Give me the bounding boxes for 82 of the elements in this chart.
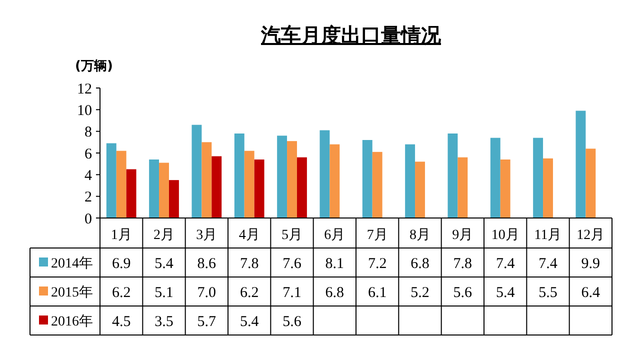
bar bbox=[296, 157, 307, 218]
x-tick-label: 2月 bbox=[154, 228, 174, 243]
x-tick-label: 6月 bbox=[324, 228, 346, 243]
bar bbox=[159, 162, 169, 218]
bar bbox=[254, 160, 264, 218]
x-tick-label: 3月 bbox=[196, 228, 218, 243]
bar bbox=[458, 157, 468, 218]
y-tick-label: 2 bbox=[84, 190, 92, 206]
legend-label: 2015年 bbox=[51, 284, 93, 300]
bar bbox=[202, 142, 212, 218]
bar bbox=[533, 138, 544, 218]
data-label: 5.6 bbox=[282, 314, 302, 330]
bar bbox=[586, 148, 596, 218]
data-label: 7.2 bbox=[368, 256, 387, 272]
bar bbox=[330, 144, 340, 218]
bar bbox=[415, 162, 425, 218]
bar bbox=[320, 130, 330, 218]
bar bbox=[212, 156, 222, 218]
chart-title: 汽车月度出口量情况 bbox=[260, 23, 442, 47]
data-label: 7.6 bbox=[282, 256, 302, 272]
x-tick-label: 10月 bbox=[491, 228, 520, 243]
data-label: 5.7 bbox=[197, 314, 217, 330]
data-label: 5.6 bbox=[453, 284, 473, 301]
data-label: 6.8 bbox=[325, 284, 344, 301]
x-tick-label: 1月 bbox=[110, 228, 132, 243]
bar bbox=[168, 180, 179, 218]
x-tick-label: 4月 bbox=[238, 228, 260, 243]
legend-label: 2016年 bbox=[51, 313, 93, 330]
data-label: 8.6 bbox=[197, 256, 217, 272]
bar bbox=[576, 110, 586, 218]
bar bbox=[149, 160, 160, 218]
y-tick-label: 6 bbox=[84, 146, 92, 162]
data-label: 9.9 bbox=[581, 256, 600, 272]
bar bbox=[490, 138, 500, 218]
data-label: 7.4 bbox=[538, 256, 558, 272]
y-tick-label: 8 bbox=[84, 124, 92, 141]
bar bbox=[244, 150, 254, 218]
data-label: 7.8 bbox=[240, 256, 259, 272]
y-tick-label: 0 bbox=[84, 211, 92, 228]
data-label: 6.2 bbox=[240, 284, 259, 301]
data-label: 8.1 bbox=[325, 256, 344, 272]
x-tick-label: 5月 bbox=[282, 228, 302, 243]
data-label: 7.0 bbox=[197, 284, 216, 301]
bar bbox=[448, 134, 458, 218]
bar bbox=[126, 169, 136, 218]
data-label: 5.5 bbox=[538, 284, 558, 301]
data-label: 3.5 bbox=[154, 314, 174, 330]
bar bbox=[234, 134, 244, 218]
data-label: 5.1 bbox=[154, 284, 174, 301]
bar bbox=[277, 136, 288, 218]
bar bbox=[287, 141, 297, 218]
data-label: 5.4 bbox=[240, 314, 260, 330]
data-label: 5.2 bbox=[410, 284, 430, 301]
bar bbox=[372, 152, 382, 218]
data-label: 6.8 bbox=[410, 256, 430, 272]
data-label: 6.4 bbox=[581, 284, 601, 301]
bar bbox=[500, 160, 510, 218]
data-label: 7.8 bbox=[453, 256, 472, 272]
data-label: 6.2 bbox=[112, 284, 131, 301]
bar bbox=[543, 158, 553, 218]
data-label: 6.9 bbox=[112, 256, 131, 272]
data-label: 4.5 bbox=[112, 314, 131, 330]
data-label: 5.4 bbox=[496, 284, 516, 301]
bar bbox=[405, 144, 416, 218]
x-tick-label: 12月 bbox=[576, 228, 605, 243]
y-tick-label: 10 bbox=[77, 102, 92, 119]
y-axis-title: (万辆) bbox=[75, 59, 113, 74]
y-tick-label: 12 bbox=[77, 81, 92, 98]
legend-label: 2014年 bbox=[51, 255, 93, 272]
y-tick-label: 4 bbox=[84, 168, 92, 184]
data-label: 7.1 bbox=[282, 284, 302, 301]
data-label: 7.4 bbox=[496, 256, 516, 272]
bar bbox=[192, 124, 202, 218]
data-label: 6.1 bbox=[368, 284, 387, 301]
x-tick-label: 9月 bbox=[452, 228, 474, 243]
bar bbox=[362, 140, 372, 218]
data-label: 5.4 bbox=[154, 256, 174, 272]
bar bbox=[106, 143, 116, 218]
x-tick-label: 7月 bbox=[366, 228, 388, 243]
x-tick-label: 11月 bbox=[534, 228, 562, 243]
bar bbox=[116, 150, 126, 218]
x-tick-label: 8月 bbox=[410, 228, 430, 243]
